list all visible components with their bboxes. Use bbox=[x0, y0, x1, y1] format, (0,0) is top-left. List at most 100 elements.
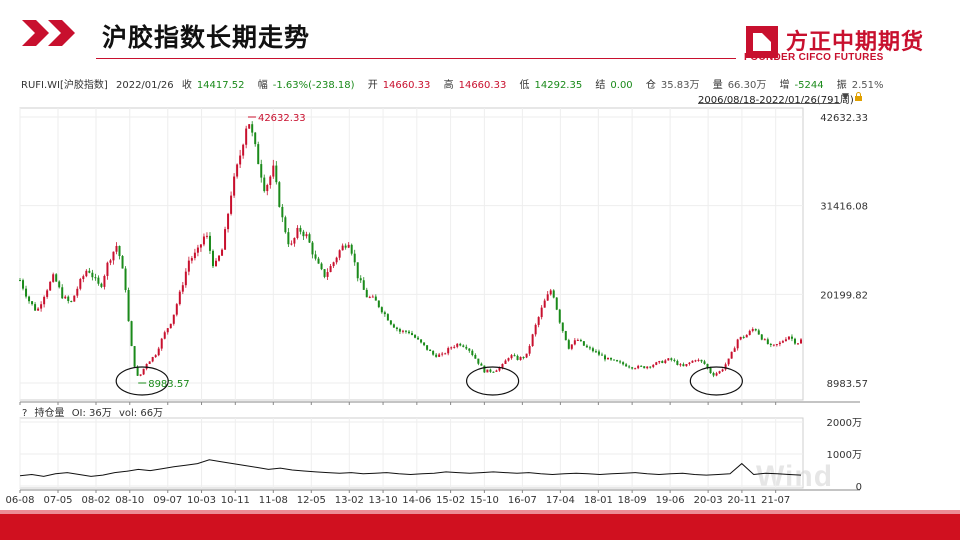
candle-body bbox=[561, 322, 564, 332]
x-tick-label: 06-08 bbox=[5, 495, 34, 506]
candle-body bbox=[136, 366, 139, 376]
candle-body bbox=[591, 348, 594, 352]
candle-body bbox=[570, 344, 573, 349]
x-tick-label: 20-11 bbox=[727, 495, 756, 506]
candle-body bbox=[88, 270, 91, 273]
candle-body bbox=[142, 368, 145, 375]
open-interest-line bbox=[19, 459, 802, 477]
candle-body bbox=[31, 301, 34, 305]
candle-body bbox=[163, 332, 166, 339]
candle-body bbox=[28, 296, 31, 302]
candle-body bbox=[326, 272, 329, 277]
footer-bar bbox=[0, 514, 960, 540]
candle-body bbox=[130, 321, 133, 347]
candle-body bbox=[661, 361, 664, 363]
candle-body bbox=[790, 336, 793, 339]
candle-body bbox=[218, 255, 221, 261]
candle-body bbox=[392, 324, 395, 328]
candle-body bbox=[594, 351, 597, 353]
candle-body bbox=[260, 164, 263, 178]
candle-body bbox=[655, 362, 658, 365]
candle-body bbox=[796, 343, 799, 345]
candle-body bbox=[679, 364, 682, 366]
candle-body bbox=[175, 304, 178, 315]
candle-body bbox=[100, 283, 103, 287]
candle-body bbox=[73, 295, 76, 302]
candle-body bbox=[121, 256, 124, 269]
candle-body bbox=[368, 296, 371, 298]
candle-body bbox=[649, 366, 652, 368]
close-value: 14417.52 bbox=[196, 80, 245, 91]
candle-body bbox=[338, 250, 341, 258]
candle-body bbox=[205, 235, 208, 237]
candle-body bbox=[763, 339, 766, 341]
candle-body bbox=[519, 357, 522, 360]
candle-body bbox=[109, 260, 112, 263]
candle-body bbox=[432, 351, 435, 355]
candle-body bbox=[721, 369, 724, 372]
candle-body bbox=[383, 312, 386, 315]
candle-body bbox=[417, 337, 420, 340]
candle-body bbox=[800, 339, 802, 344]
candle-body bbox=[631, 367, 634, 369]
lock-icon[interactable] bbox=[854, 92, 863, 101]
y-tick-label: 42632.33 bbox=[820, 113, 868, 124]
candle-body bbox=[377, 300, 380, 308]
candle-body bbox=[64, 296, 67, 299]
candle-body bbox=[25, 288, 28, 297]
y-tick-label: 31416.08 bbox=[820, 202, 868, 213]
candle-body bbox=[429, 349, 432, 352]
candle-body bbox=[600, 354, 603, 356]
candle-body bbox=[43, 296, 46, 305]
candle-body bbox=[208, 235, 211, 251]
x-tick-label: 10-03 bbox=[187, 495, 216, 506]
candle-body bbox=[585, 345, 588, 348]
candle-body bbox=[272, 165, 275, 177]
candle-body bbox=[715, 373, 718, 376]
volume-value: 66.30万 bbox=[727, 80, 767, 91]
low-label: 低 bbox=[519, 80, 530, 91]
dropdown-triangle-icon[interactable]: ▼ bbox=[842, 92, 849, 102]
candle-body bbox=[549, 290, 552, 295]
candle-body bbox=[58, 281, 61, 288]
help-question-icon[interactable]: ? bbox=[22, 408, 28, 419]
footer-stripe bbox=[0, 510, 960, 514]
candle-body bbox=[181, 285, 184, 292]
candle-body bbox=[329, 266, 332, 273]
candle-body bbox=[613, 359, 616, 361]
candle-body bbox=[640, 365, 643, 367]
candle-body bbox=[730, 351, 733, 359]
candle-body bbox=[82, 276, 85, 280]
brand-name-en: FOUNDER CIFCO FUTURES bbox=[744, 52, 884, 63]
candle-body bbox=[365, 289, 368, 298]
candle-body bbox=[374, 296, 377, 301]
candle-body bbox=[775, 344, 778, 346]
open-label: 开 bbox=[367, 80, 378, 91]
candle-body bbox=[483, 365, 486, 373]
increase-value: -5244 bbox=[794, 80, 824, 91]
volume-field: 量 66.30万 bbox=[713, 80, 772, 91]
candle-body bbox=[619, 361, 622, 363]
x-tick-label: 16-07 bbox=[508, 495, 537, 506]
candle-body bbox=[772, 344, 775, 346]
candle-body bbox=[706, 363, 709, 368]
candle-body bbox=[398, 329, 401, 332]
candle-body bbox=[507, 358, 510, 361]
candle-body bbox=[489, 369, 492, 372]
candle-body bbox=[504, 360, 507, 364]
candle-body bbox=[320, 263, 323, 270]
date-range-selector[interactable]: 2006/08/18-2022/01/26(791周) bbox=[698, 95, 854, 106]
candle-body bbox=[211, 250, 214, 267]
annotation-label: 8983.57 bbox=[148, 379, 189, 390]
candle-body bbox=[637, 365, 640, 369]
candle-body bbox=[22, 280, 25, 289]
candle-body bbox=[573, 340, 576, 345]
candle-body bbox=[718, 371, 721, 374]
amplitude-field: 振 2.51% bbox=[837, 80, 889, 91]
candle-body bbox=[269, 176, 272, 186]
candle-body bbox=[299, 227, 302, 232]
oi-readout: OI: 36万 bbox=[71, 408, 112, 419]
x-tick-label: 18-09 bbox=[618, 495, 647, 506]
candle-body bbox=[389, 320, 392, 325]
candle-body bbox=[480, 363, 483, 366]
